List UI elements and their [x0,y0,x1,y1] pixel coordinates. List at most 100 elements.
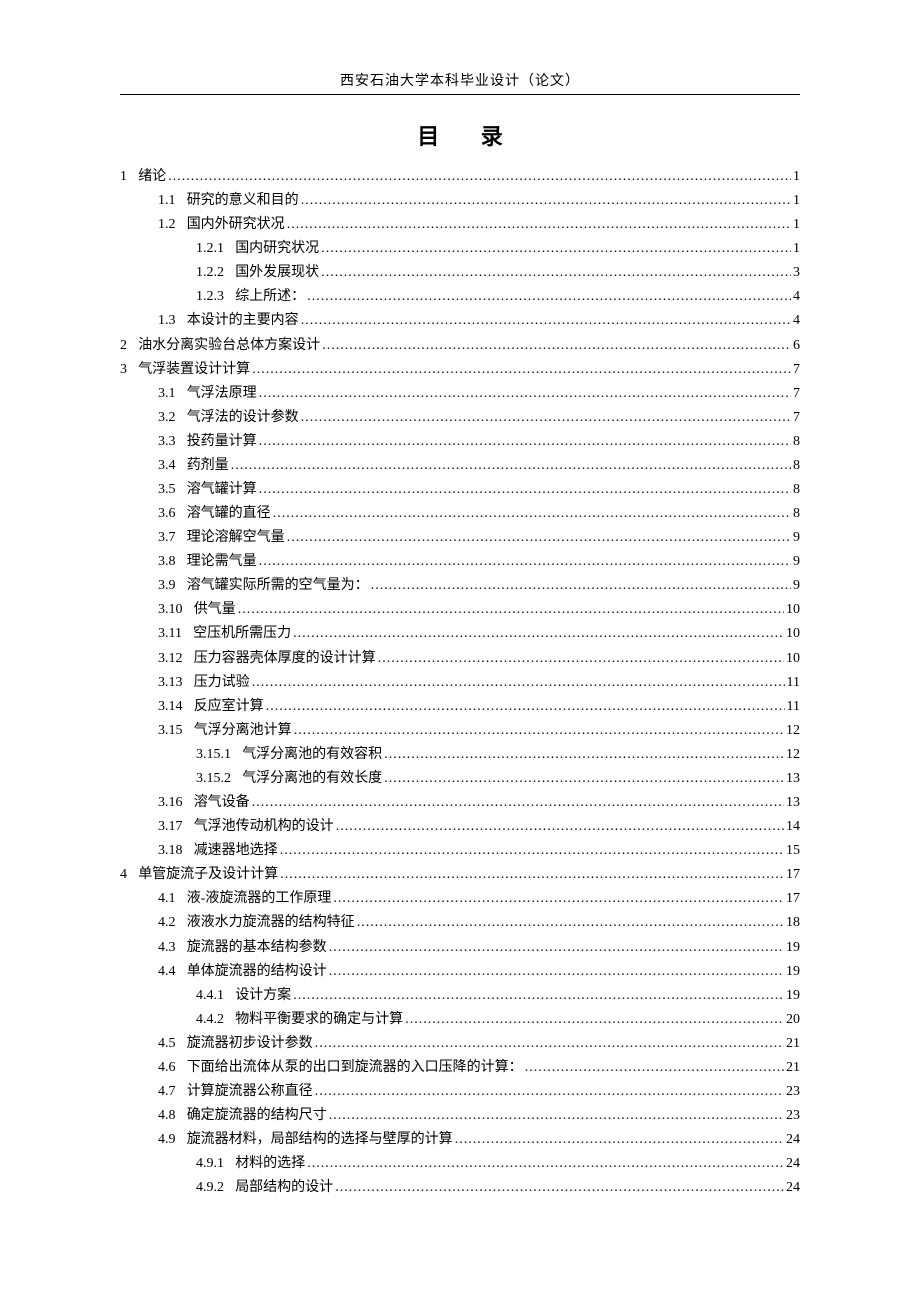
toc-entry-number: 4.9.2 [196,1176,224,1200]
toc-entry-page: 21 [786,1056,800,1080]
toc-entry-text: 压力容器壳体厚度的设计计算 [194,647,376,671]
toc-entry-number: 4.8 [158,1104,176,1128]
toc-title: 目 录 [120,119,800,151]
toc-entry-text: 国外发展现状 [235,261,319,285]
toc-entry-text: 气浮装置设计计算 [138,358,250,382]
toc-entry: 4单管旋流子及设计计算17 [120,863,800,887]
toc-leader-dots [384,743,784,767]
toc-entry: 4.2液液水力旋流器的结构特征18 [120,911,800,935]
toc-entry-text: 压力试验 [194,671,250,695]
toc-entry: 3.1气浮法原理7 [120,382,800,406]
toc-entry-number: 1.2 [158,213,176,237]
toc-entry-number: 4.7 [158,1080,176,1104]
toc-leader-dots [301,406,791,430]
toc-entry-text: 理论溶解空气量 [187,526,285,550]
toc-entry-page: 13 [786,767,800,791]
toc-entry: 4.9.1材料的选择24 [120,1152,800,1176]
toc-entry-page: 7 [793,406,800,430]
toc-leader-dots [371,574,791,598]
header-divider [120,94,800,95]
toc-entry-text: 气浮分离池计算 [194,719,292,743]
toc-entry-text: 药剂量 [187,454,229,478]
toc-entry: 4.4单体旋流器的结构设计19 [120,960,800,984]
toc-entry-text: 国内研究状况 [235,237,319,261]
toc-entry: 4.1液-液旋流器的工作原理17 [120,887,800,911]
toc-entry-page: 12 [786,743,800,767]
toc-entry-page: 24 [786,1176,800,1200]
toc-leader-dots [307,285,791,309]
toc-entry-page: 4 [793,309,800,333]
toc-entry-text: 旋流器材料，局部结构的选择与壁厚的计算 [187,1128,453,1152]
toc-entry: 4.9.2 局部结构的设计 24 [120,1176,800,1200]
toc-leader-dots [259,478,791,502]
toc-entry-number: 4.9 [158,1128,176,1152]
toc-entry-number: 3.5 [158,478,176,502]
toc-entry-number: 1.2.3 [196,285,224,309]
toc-leader-dots [287,213,791,237]
toc-leader-dots [259,550,791,574]
toc-entry: 3气浮装置设计计算7 [120,358,800,382]
toc-entry: 1.2.2国外发展现状3 [120,261,800,285]
toc-leader-dots [252,671,785,695]
toc-entry-number: 3.11 [158,622,182,646]
toc-leader-dots [266,695,785,719]
toc-entry: 1.3本设计的主要内容4 [120,309,800,333]
toc-leader-dots [335,1176,784,1200]
toc-entry-text: 设计方案 [235,984,291,1008]
toc-entry: 3.2气浮法的设计参数7 [120,406,800,430]
toc-leader-dots [168,165,791,189]
toc-entry: 3.10供气量10 [120,598,800,622]
toc-entry-page: 9 [793,550,800,574]
toc-entry-page: 1 [793,165,800,189]
toc-leader-dots [294,719,784,743]
toc-entry: 3.3投药量计算8 [120,430,800,454]
toc-entry-number: 4.4 [158,960,176,984]
toc-leader-dots [252,791,784,815]
toc-entry-text: 综上所述： [235,285,305,309]
toc-entry-page: 10 [786,598,800,622]
toc-entry-text: 下面给出流体从泵的出口到旋流器的入口压降的计算： [187,1056,523,1080]
toc-entry-text: 气浮分离池的有效容积 [242,743,382,767]
toc-leader-dots [293,622,784,646]
toc-leader-dots [329,1104,784,1128]
toc-entry-page: 20 [786,1008,800,1032]
toc-entry-page: 9 [793,526,800,550]
toc-entry-number: 3.12 [158,647,183,671]
toc-leader-dots [287,526,791,550]
toc-leader-dots [333,887,784,911]
toc-entry-text: 溶气罐的直径 [187,502,271,526]
toc-entry-text: 气浮池传动机构的设计 [194,815,334,839]
toc-entry-page: 15 [786,839,800,863]
toc-entry-text: 理论需气量 [187,550,257,574]
toc-entry-text: 材料的选择 [235,1152,305,1176]
toc-entry-number: 2 [120,334,127,358]
toc-entry-page: 13 [786,791,800,815]
toc-entry-text: 液液水力旋流器的结构特征 [187,911,355,935]
toc-entry-text: 油水分离实验台总体方案设计 [138,334,320,358]
toc-entry-page: 6 [793,334,800,358]
toc-entry: 4.9旋流器材料，局部结构的选择与壁厚的计算24 [120,1128,800,1152]
toc-leader-dots [378,647,784,671]
toc-leader-dots [322,334,791,358]
toc-leader-dots [315,1032,784,1056]
toc-entry: 4.4.2物料平衡要求的确定与计算20 [120,1008,800,1032]
toc-entry-page: 1 [793,213,800,237]
toc-entry: 3.14反应室计算11 [120,695,800,719]
toc-leader-dots [405,1008,784,1032]
toc-leader-dots [293,984,784,1008]
toc-leader-dots [357,911,784,935]
toc-entry-number: 4.1 [158,887,176,911]
toc-entry-number: 3.2 [158,406,176,430]
toc-entry: 3.15.1气浮分离池的有效容积12 [120,743,800,767]
toc-entry-number: 4.5 [158,1032,176,1056]
toc-entry-page: 1 [793,237,800,261]
page-header-institution: 西安石油大学本科毕业设计（论文） [120,70,800,90]
toc-leader-dots [315,1080,784,1104]
toc-entry-page: 23 [786,1104,800,1128]
toc-entry-text: 投药量计算 [187,430,257,454]
toc-entry-text: 绪论 [138,165,166,189]
toc-entry-text: 局部结构的设计 [235,1176,333,1200]
toc-leader-dots [273,502,791,526]
toc-entry-text: 溶气罐实际所需的空气量为： [187,574,369,598]
toc-leader-dots [238,598,784,622]
